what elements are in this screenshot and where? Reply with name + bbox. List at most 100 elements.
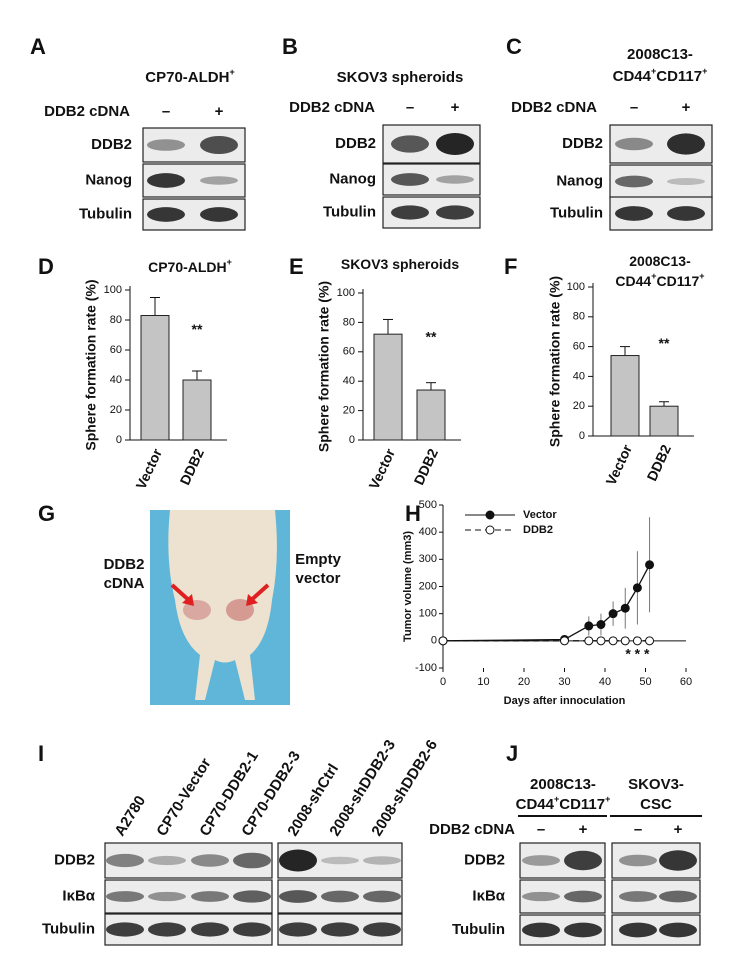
photo-label: DDB2 xyxy=(104,556,145,573)
y-tick-label: 20 xyxy=(573,400,585,412)
x-tick-label: 30 xyxy=(558,676,570,688)
row-label: IκBα xyxy=(62,887,95,904)
title-text: SKOV3 spheroids xyxy=(341,256,459,272)
row-label: DDB2 xyxy=(91,136,132,153)
x-tick-label: 10 xyxy=(477,676,489,688)
blot-box xyxy=(609,124,713,164)
point xyxy=(608,636,618,646)
y-tick-label: 100 xyxy=(567,281,585,293)
lane-label: + xyxy=(674,821,683,838)
title-text: CD44 xyxy=(613,68,652,85)
row-label: Tubulin xyxy=(79,205,132,222)
panel-letter: F xyxy=(504,254,517,279)
band xyxy=(564,890,602,903)
legend-label: Vector xyxy=(523,509,557,521)
lane-label: – xyxy=(634,821,642,838)
title-text: 2008C13- xyxy=(627,46,693,63)
significance: ** xyxy=(426,329,437,345)
band xyxy=(148,922,186,937)
band xyxy=(233,890,271,903)
mouse-photo xyxy=(150,510,290,705)
row-label: DDB2 xyxy=(335,135,376,152)
band xyxy=(147,207,185,222)
y-axis-label: Tumor volume (mm3) xyxy=(402,531,414,642)
bar xyxy=(140,315,170,441)
band xyxy=(321,890,359,903)
x-tick-label: 40 xyxy=(599,676,611,688)
y-tick-label: -100 xyxy=(415,662,437,674)
row-label: DDB2 xyxy=(464,851,505,868)
significance: ** xyxy=(192,321,203,337)
lane-label: + xyxy=(215,103,224,120)
superscript: + xyxy=(227,257,232,267)
panel-letter: B xyxy=(282,34,298,59)
band xyxy=(106,922,144,937)
lane-label: + xyxy=(451,99,460,116)
band xyxy=(391,135,429,153)
band xyxy=(200,136,238,154)
mouse-body xyxy=(168,510,277,700)
band xyxy=(436,175,474,184)
bar xyxy=(416,389,446,441)
band xyxy=(106,853,144,868)
photo-label: Empty xyxy=(295,551,342,568)
y-tick-label: 20 xyxy=(343,405,355,417)
band xyxy=(615,137,653,151)
row-label: Tubulin xyxy=(42,920,95,937)
title-text: CD117 xyxy=(656,273,699,289)
title-text: CP70-ALDH xyxy=(145,69,229,86)
row-label: Tubulin xyxy=(452,921,505,938)
title-text: SKOV3- xyxy=(628,776,684,793)
band xyxy=(191,922,229,937)
band xyxy=(659,850,697,871)
band xyxy=(659,890,697,903)
row-label: Nanog xyxy=(329,170,376,187)
band xyxy=(191,891,229,902)
treatment-label: DDB2 cDNA xyxy=(511,99,597,116)
title: CP70-ALDH+ xyxy=(145,67,234,86)
x-tick-label: 50 xyxy=(639,676,651,688)
title: SKOV3- xyxy=(628,776,684,793)
panel-letter: D xyxy=(38,254,54,279)
y-tick-label: 40 xyxy=(110,374,122,386)
band xyxy=(667,206,705,221)
photo-label: cDNA xyxy=(104,575,145,592)
y-tick-label: 60 xyxy=(573,341,585,353)
row-label: Nanog xyxy=(556,172,603,189)
superscript: + xyxy=(702,66,707,76)
title: CD44+CD117+ xyxy=(613,66,708,85)
point xyxy=(596,636,606,646)
y-tick-label: 500 xyxy=(419,499,437,511)
title-text: CD117 xyxy=(656,68,702,85)
point xyxy=(438,636,448,646)
legend-label: DDB2 xyxy=(523,524,553,536)
bar xyxy=(649,405,679,437)
band xyxy=(391,205,429,220)
title-text: 2008C13- xyxy=(629,253,691,269)
y-tick-label: 0 xyxy=(431,635,437,647)
title-text: CD44 xyxy=(516,796,555,813)
point xyxy=(620,603,630,613)
band xyxy=(279,922,317,937)
title: SKOV3 spheroids xyxy=(341,256,459,272)
title-text: CD44 xyxy=(615,273,651,289)
band xyxy=(391,173,429,186)
panel-letter: G xyxy=(38,501,55,526)
bar xyxy=(610,355,640,437)
superscript: + xyxy=(651,66,656,76)
band xyxy=(522,855,560,866)
significance: ** xyxy=(659,335,670,351)
title: CSC xyxy=(640,796,672,813)
blot-box xyxy=(277,842,403,879)
band xyxy=(564,850,602,871)
arrow-head xyxy=(182,594,194,606)
point xyxy=(584,636,594,646)
y-tick-label: 300 xyxy=(419,553,437,565)
lane-label: – xyxy=(406,99,414,116)
y-tick-label: 80 xyxy=(110,314,122,326)
panel-letter: E xyxy=(289,254,304,279)
band xyxy=(619,891,657,902)
band xyxy=(200,176,238,185)
legend-marker xyxy=(485,525,495,535)
